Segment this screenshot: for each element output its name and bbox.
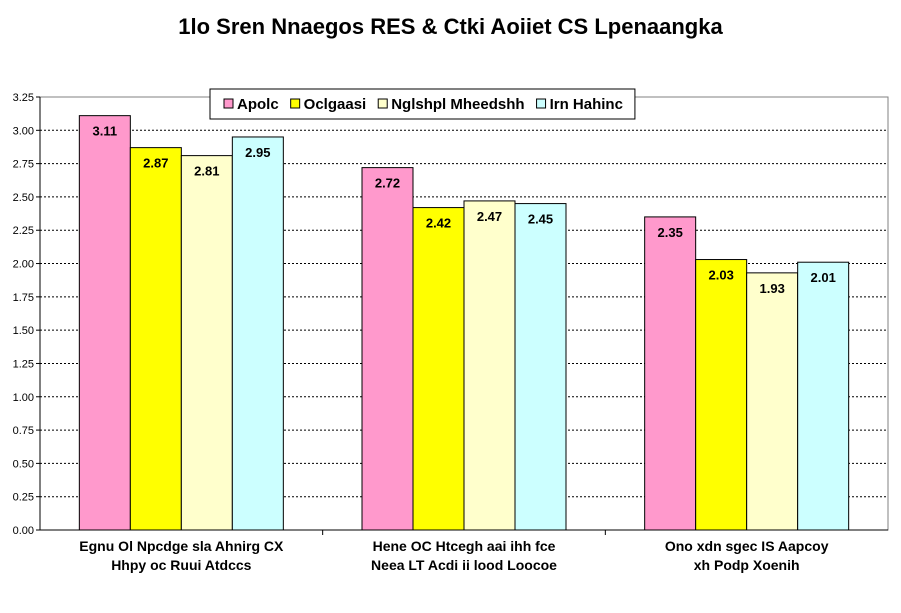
data-label: 2.35 <box>658 225 683 240</box>
y-tick-label: 2.25 <box>13 225 34 237</box>
x-axis: Egnu Ol Npcdge sla Ahnirg CX Hhpy oc Ruui… <box>40 529 888 573</box>
y-tick-label: 1.50 <box>13 325 34 337</box>
legend-entry: Apolc <box>237 96 279 113</box>
bar-irn-hahinc <box>231 136 284 531</box>
y-tick-label: 0.75 <box>13 425 34 437</box>
data-label: 2.81 <box>194 164 219 179</box>
data-label: 2.42 <box>426 216 451 231</box>
bar-nglshpl-mheedshh <box>746 272 799 531</box>
data-label: 2.95 <box>245 145 270 160</box>
y-tick-label: 0.25 <box>13 492 34 504</box>
x-tick-label: Egnu Ol Npcdge sla Ahnirg CX <box>79 538 284 554</box>
y-tick-label: 2.50 <box>13 192 34 204</box>
data-label: 2.87 <box>143 156 168 171</box>
x-tick-label: Hene OC Htcegh aai ihh fce <box>373 538 556 554</box>
legend: Apolc Oclgaasi Nglshpl Mheedshh Irn Hahinc <box>209 88 636 120</box>
legend-entry: Oclgaasi <box>304 96 367 113</box>
y-tick-label: 0.00 <box>13 525 34 537</box>
legend-entry: Irn Hahinc <box>550 96 623 113</box>
bar-oclgaasi <box>129 147 182 531</box>
legend-swatch <box>377 98 388 109</box>
bar-apolc <box>361 167 414 531</box>
bar-irn-hahinc <box>514 203 567 531</box>
legend-box <box>209 88 636 120</box>
bar-irn-hahinc <box>797 261 850 531</box>
bar-apolc <box>78 115 131 531</box>
data-label: 2.45 <box>528 212 553 227</box>
data-label: 1.93 <box>760 281 785 296</box>
bar-nglshpl-mheedshh <box>463 200 516 531</box>
y-tick-label: 2.75 <box>13 159 34 171</box>
bar-apolc <box>644 216 697 531</box>
x-tick-label: xh Podp Xoenih <box>694 557 800 573</box>
bar-nglshpl-mheedshh <box>180 155 233 531</box>
bar-oclgaasi <box>412 207 465 531</box>
y-axis: 0.00 0.25 0.50 0.75 1.00 1.25 1.50 1.75 2.00 2.25… <box>13 92 41 537</box>
bar-oclgaasi <box>695 259 748 531</box>
x-tick-label: Neea LT Acdi ii lood Loocoe <box>371 557 557 573</box>
data-label: 3.11 <box>93 124 118 139</box>
bars: 3.11 2.87 2.81 2.95 2.72 2.42 2.47 2.45 2.35 2.03… <box>78 115 850 531</box>
y-tick-label: 1.25 <box>13 358 34 370</box>
legend-swatch <box>536 98 547 109</box>
data-label: 2.47 <box>477 209 502 224</box>
y-tick-label: 1.75 <box>13 292 34 304</box>
legend-entry: Nglshpl Mheedshh <box>391 96 524 113</box>
data-label: 2.72 <box>375 176 400 191</box>
x-tick-label: Ono xdn sgec IS Aapcoy <box>665 538 829 554</box>
y-tick-label: 3.25 <box>13 92 34 104</box>
y-tick-label: 1.00 <box>13 392 34 404</box>
y-tick-label: 2.00 <box>13 259 34 271</box>
legend-swatch <box>223 98 234 109</box>
y-tick-label: 0.50 <box>13 458 34 470</box>
data-label: 2.03 <box>709 268 734 283</box>
chart-title: 1lo Sren Nnaegos RES & Ctki Aoiiet CS Lp… <box>178 14 723 39</box>
legend-swatch <box>290 98 301 109</box>
x-tick-label: Hhpy oc Ruui Atdccs <box>111 557 251 573</box>
data-label: 2.01 <box>811 270 836 285</box>
y-tick-label: 3.00 <box>13 125 34 137</box>
